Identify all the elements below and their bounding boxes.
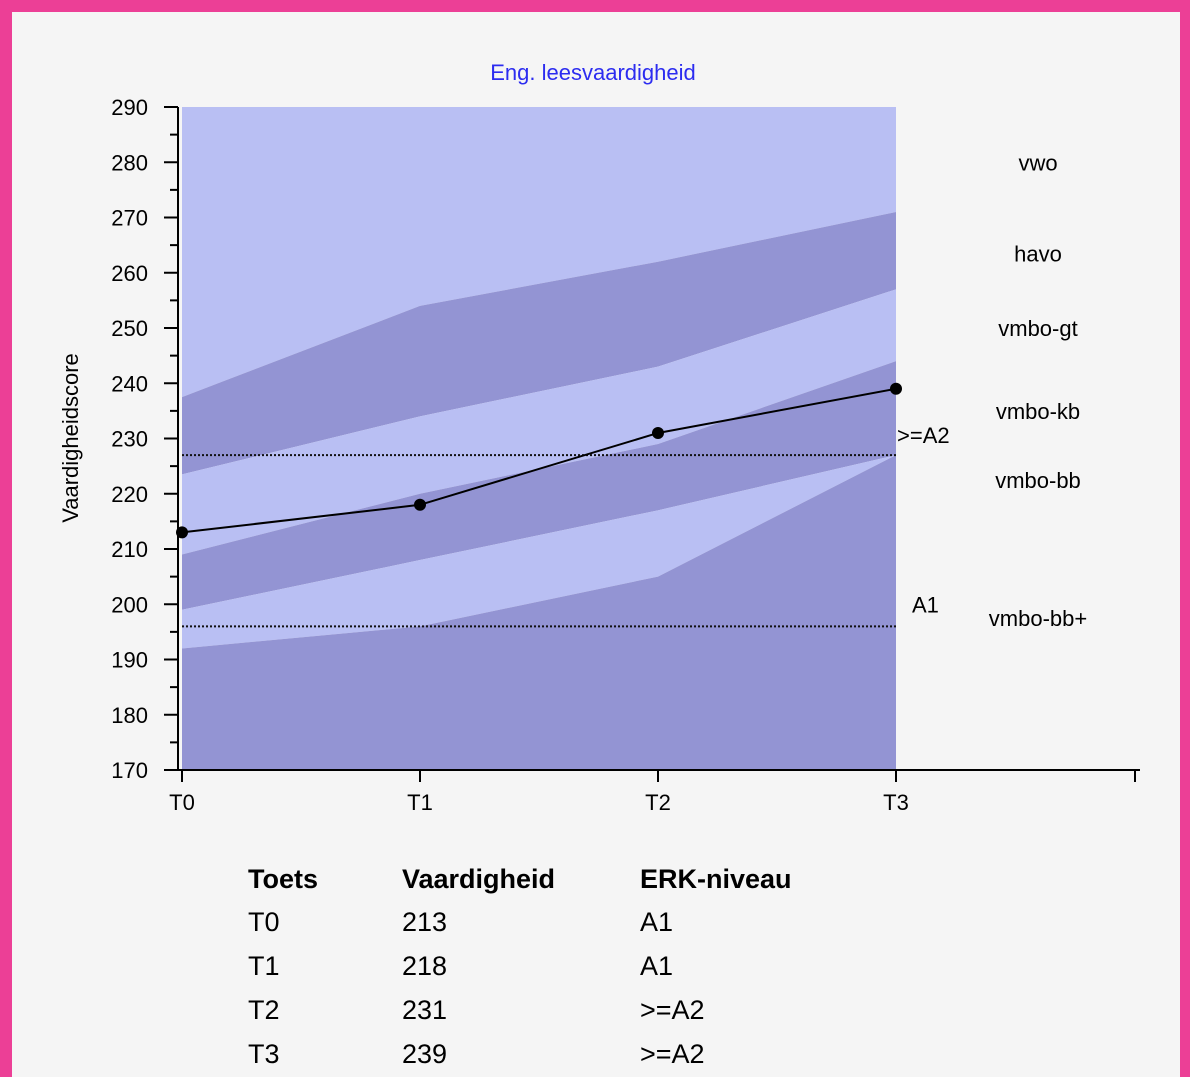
table-cell: 239 (402, 1038, 448, 1069)
band-label: vmbo-bb+ (989, 606, 1087, 631)
y-tick-label: 200 (111, 592, 148, 617)
band-label: havo (1014, 241, 1062, 266)
column-header: ERK-niveau (640, 863, 792, 894)
table-row: T3 239 >=A2 (248, 1032, 860, 1076)
y-tick-label: 220 (111, 482, 148, 507)
band-labels: vwo havo vmbo-gt vmbo-kb vmbo-bb vmbo-bb+ (989, 150, 1087, 631)
y-tick-label: 190 (111, 648, 148, 673)
proficiency-chart: Eng. leesvaardigheid >=A2 A1 vwo havo vmbo-… (58, 60, 1140, 815)
data-point (414, 498, 426, 511)
column-header: Vaardigheid (402, 863, 556, 894)
reference-lines: >=A2 A1 (182, 423, 950, 628)
table-cell: A1 (640, 950, 674, 981)
column-header: Toets (248, 863, 319, 894)
data-point (652, 426, 664, 439)
table-cell: >=A2 (640, 1038, 705, 1069)
y-tick-label: 280 (111, 150, 148, 175)
band-vwo (182, 107, 896, 398)
table-cell: T2 (248, 994, 280, 1025)
table-cell: T1 (248, 950, 280, 981)
band-label: vmbo-bb (995, 468, 1081, 493)
table-cell: >=A2 (640, 994, 705, 1025)
x-tick-label: T2 (645, 790, 671, 815)
band-vmbo-gt (182, 289, 896, 555)
table-cell: 231 (402, 994, 448, 1025)
reference-line-label: A1 (912, 592, 939, 617)
table-cell: 218 (402, 950, 448, 981)
reference-line-label: >=A2 (897, 423, 950, 448)
y-tick-label: 180 (111, 703, 148, 728)
table-row: T2 231 >=A2 (248, 988, 860, 1032)
table-header-row: Toets Vaardigheid ERK-niveau (248, 858, 860, 900)
band-vmbo-bb+ (182, 455, 896, 770)
y-tick-label: 240 (111, 371, 148, 396)
axes: 170 180 190 200 210 220 230 240 250 260 270 280 290 T… (111, 95, 1140, 815)
y-axis-label: Vaardigheidscore (58, 353, 83, 523)
band-havo (182, 211, 896, 475)
y-tick-label: 250 (111, 316, 148, 341)
x-tick-label: T3 (883, 790, 909, 815)
band-vmbo-kb (182, 361, 896, 610)
band-vmbo-bb (182, 455, 896, 649)
x-tick-label: T1 (407, 790, 433, 815)
chart-title: Eng. leesvaardigheid (490, 60, 695, 85)
band-label: vwo (1018, 150, 1057, 175)
band-label: vmbo-gt (998, 316, 1077, 341)
table-row: T1 218 A1 (248, 944, 860, 988)
data-point (890, 382, 902, 395)
x-tick-label: T0 (169, 790, 195, 815)
series-line (181, 387, 897, 534)
y-tick-label: 170 (111, 758, 148, 783)
y-tick-label: 260 (111, 261, 148, 286)
table-cell: A1 (640, 906, 674, 937)
y-tick-label: 210 (111, 537, 148, 562)
score-bands (182, 107, 896, 770)
y-tick-label: 230 (111, 427, 148, 452)
y-tick-label: 290 (111, 95, 148, 120)
y-tick-label: 270 (111, 206, 148, 231)
results-table: Toets Vaardigheid ERK-niveau T0 213 A1 T… (248, 858, 860, 1076)
table-row: T0 213 A1 (248, 900, 860, 944)
table-cell: T3 (248, 1038, 280, 1069)
band-label: vmbo-kb (996, 399, 1080, 424)
table-cell: 213 (402, 906, 448, 937)
table-cell: T0 (248, 906, 280, 937)
